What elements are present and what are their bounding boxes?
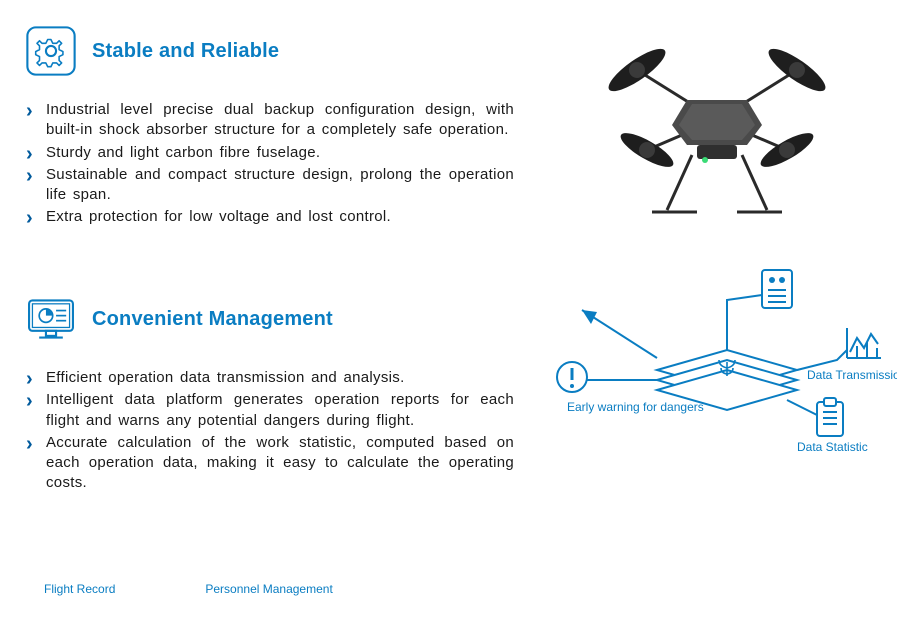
footer-link-personnel[interactable]: Personnel Management: [205, 582, 332, 596]
section-stable-reliable: Stable and Reliable Industrial level pre…: [24, 24, 544, 230]
section-header: Convenient Management: [24, 292, 544, 346]
bullet-list: Industrial level precise dual backup con…: [24, 100, 514, 228]
bullet-item: Sustainable and compact structure design…: [46, 165, 514, 206]
section-title: Convenient Management: [92, 308, 333, 331]
diagram-label-transmission: Data Transmission: [807, 368, 897, 382]
management-diagram: Early warning for dangers Data Transmiss…: [487, 240, 897, 500]
section-convenient-management: Convenient Management Efficient operatio…: [24, 292, 544, 496]
diagram-label-warning: Early warning for dangers: [567, 400, 704, 414]
bullet-item: Industrial level precise dual backup con…: [46, 100, 514, 141]
monitor-icon: [24, 292, 78, 346]
footer-link-flight-record[interactable]: Flight Record: [44, 582, 115, 596]
illustration-area: Early warning for dangers Data Transmiss…: [537, 20, 877, 520]
bullet-list: Efficient operation data transmission an…: [24, 368, 514, 494]
bullet-item: Sturdy and light carbon fibre fuselage.: [46, 143, 514, 163]
bullet-item: Efficient operation data transmission an…: [46, 368, 514, 388]
diagram-label-statistic: Data Statistic: [797, 440, 868, 454]
footer-links: Flight Record Personnel Management: [44, 582, 333, 596]
gear-icon: [24, 24, 78, 78]
bullet-item: Accurate calculation of the work statist…: [46, 433, 514, 494]
bullet-item: Extra protection for low voltage and los…: [46, 207, 514, 227]
bullet-item: Intelligent data platform generates oper…: [46, 390, 514, 431]
drone-image: [597, 30, 837, 230]
section-title: Stable and Reliable: [92, 40, 279, 63]
section-header: Stable and Reliable: [24, 24, 544, 78]
